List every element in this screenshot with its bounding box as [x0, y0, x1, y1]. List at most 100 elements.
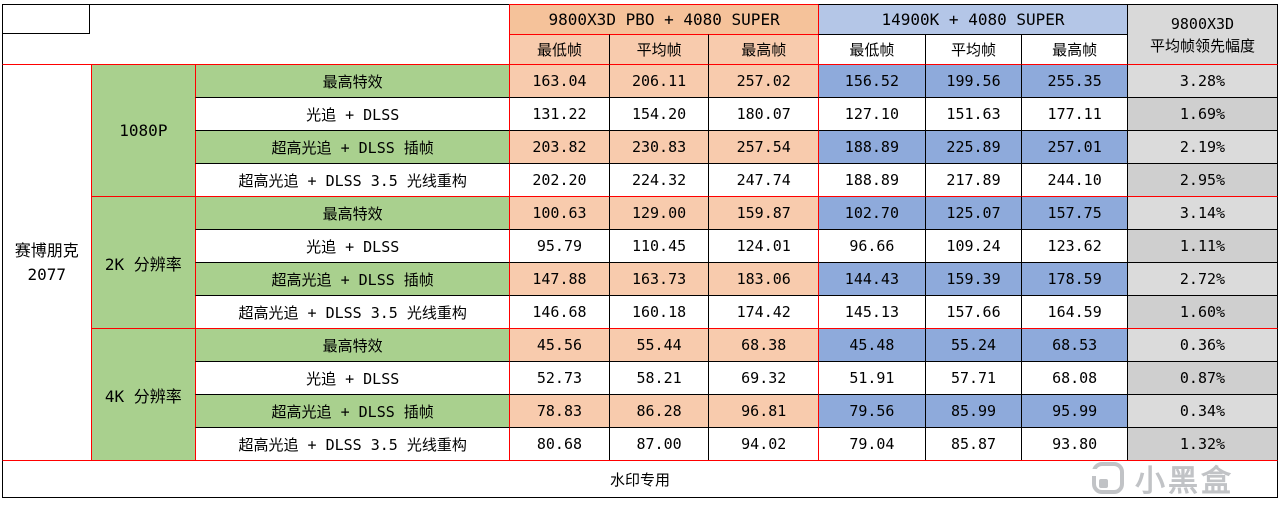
fps-cell: 51.91 [818, 361, 925, 394]
corner-cell [2, 4, 510, 64]
fps-cell: 94.02 [708, 427, 819, 460]
setting-cell: 超高光追 + DLSS 插帧 [195, 130, 510, 163]
fps-cell: 257.02 [708, 64, 819, 97]
fps-cell: 244.10 [1021, 163, 1127, 196]
lead-header-line1: 9800X3D [1170, 14, 1235, 33]
fps-cell: 95.79 [509, 229, 609, 262]
fps-cell: 188.89 [818, 130, 925, 163]
fps-cell: 125.07 [924, 196, 1022, 229]
lead-cell: 0.36% [1126, 328, 1278, 361]
fps-cell: 131.22 [509, 97, 609, 130]
fps-cell: 45.56 [509, 328, 609, 361]
fps-cell: 203.82 [509, 130, 609, 163]
setting-cell: 超高光追 + DLSS 3.5 光线重构 [195, 427, 510, 460]
lead-cell: 1.60% [1126, 295, 1278, 328]
lead-header: 9800X3D 平均帧领先幅度 [1126, 4, 1278, 64]
fps-cell: 180.07 [708, 97, 819, 130]
lead-cell: 1.69% [1126, 97, 1278, 130]
fps-cell: 87.00 [608, 427, 709, 460]
fps-cell: 78.83 [509, 394, 609, 427]
fps-cell: 164.59 [1021, 295, 1127, 328]
fps-cell: 206.11 [608, 64, 709, 97]
cpu2-subheader-avg: 平均帧 [924, 34, 1022, 64]
fps-cell: 127.10 [818, 97, 925, 130]
fps-cell: 96.66 [818, 229, 925, 262]
fps-cell: 109.24 [924, 229, 1022, 262]
fps-cell: 199.56 [924, 64, 1022, 97]
fps-cell: 55.44 [608, 328, 709, 361]
cpu1-group-header: 9800X3D PBO + 4080 SUPER [509, 4, 819, 34]
lead-cell: 1.11% [1126, 229, 1278, 262]
fps-cell: 144.43 [818, 262, 925, 295]
game-title-line1: 赛博朋克 [14, 240, 79, 260]
fps-cell: 159.87 [708, 196, 819, 229]
fps-cell: 68.08 [1021, 361, 1127, 394]
setting-cell: 最高特效 [195, 196, 510, 229]
fps-cell: 102.70 [818, 196, 925, 229]
fps-cell: 147.88 [509, 262, 609, 295]
fps-cell: 69.32 [708, 361, 819, 394]
setting-cell: 超高光追 + DLSS 3.5 光线重构 [195, 163, 510, 196]
fps-cell: 79.04 [818, 427, 925, 460]
fps-cell: 163.73 [608, 262, 709, 295]
fps-cell: 177.11 [1021, 97, 1127, 130]
fps-cell: 188.89 [818, 163, 925, 196]
fps-cell: 57.71 [924, 361, 1022, 394]
fps-cell: 80.68 [509, 427, 609, 460]
setting-cell: 光追 + DLSS [195, 361, 510, 394]
resolution-cell: 1080P [90, 64, 196, 196]
lead-cell: 0.34% [1126, 394, 1278, 427]
fps-cell: 85.99 [924, 394, 1022, 427]
game-title-line2: 2077 [27, 264, 67, 284]
fps-cell: 58.21 [608, 361, 709, 394]
fps-cell: 178.59 [1021, 262, 1127, 295]
fps-cell: 129.00 [608, 196, 709, 229]
fps-cell: 86.28 [608, 394, 709, 427]
cpu2-group-header: 14900K + 4080 SUPER [818, 4, 1127, 34]
fps-cell: 146.68 [509, 295, 609, 328]
fps-cell: 247.74 [708, 163, 819, 196]
fps-cell: 93.80 [1021, 427, 1127, 460]
resolution-cell: 4K 分辨率 [90, 328, 196, 460]
lead-cell: 2.72% [1126, 262, 1278, 295]
fps-cell: 154.20 [608, 97, 709, 130]
cpu2-subheader-min: 最低帧 [818, 34, 925, 64]
fps-cell: 230.83 [608, 130, 709, 163]
fps-cell: 68.53 [1021, 328, 1127, 361]
fps-cell: 145.13 [818, 295, 925, 328]
fps-cell: 183.06 [708, 262, 819, 295]
fps-cell: 217.89 [924, 163, 1022, 196]
lead-cell: 0.87% [1126, 361, 1278, 394]
lead-cell: 2.19% [1126, 130, 1278, 163]
benchmark-table: 9800X3D PBO + 4080 SUPER 14900K + 4080 S… [2, 4, 1278, 498]
watermark-row: 水印专用 [2, 460, 1278, 498]
fps-cell: 96.81 [708, 394, 819, 427]
game-title-cell: 赛博朋克 2077 [2, 64, 91, 460]
fps-cell: 52.73 [509, 361, 609, 394]
setting-cell: 光追 + DLSS [195, 97, 510, 130]
setting-cell: 超高光追 + DLSS 插帧 [195, 394, 510, 427]
cpu1-subheader-avg: 平均帧 [608, 34, 709, 64]
lead-cell: 3.28% [1126, 64, 1278, 97]
fps-cell: 95.99 [1021, 394, 1127, 427]
cpu1-subheader-max: 最高帧 [708, 34, 819, 64]
setting-cell: 最高特效 [195, 328, 510, 361]
fps-cell: 224.32 [608, 163, 709, 196]
fps-cell: 100.63 [509, 196, 609, 229]
fps-cell: 225.89 [924, 130, 1022, 163]
fps-cell: 157.66 [924, 295, 1022, 328]
lead-cell: 1.32% [1126, 427, 1278, 460]
lead-cell: 3.14% [1126, 196, 1278, 229]
fps-cell: 55.24 [924, 328, 1022, 361]
fps-cell: 255.35 [1021, 64, 1127, 97]
fps-cell: 163.04 [509, 64, 609, 97]
lead-cell: 2.95% [1126, 163, 1278, 196]
fps-cell: 45.48 [818, 328, 925, 361]
setting-cell: 光追 + DLSS [195, 229, 510, 262]
fps-cell: 159.39 [924, 262, 1022, 295]
corner-box [3, 5, 90, 34]
resolution-cell: 2K 分辨率 [90, 196, 196, 328]
setting-cell: 超高光追 + DLSS 3.5 光线重构 [195, 295, 510, 328]
fps-cell: 151.63 [924, 97, 1022, 130]
fps-cell: 174.42 [708, 295, 819, 328]
